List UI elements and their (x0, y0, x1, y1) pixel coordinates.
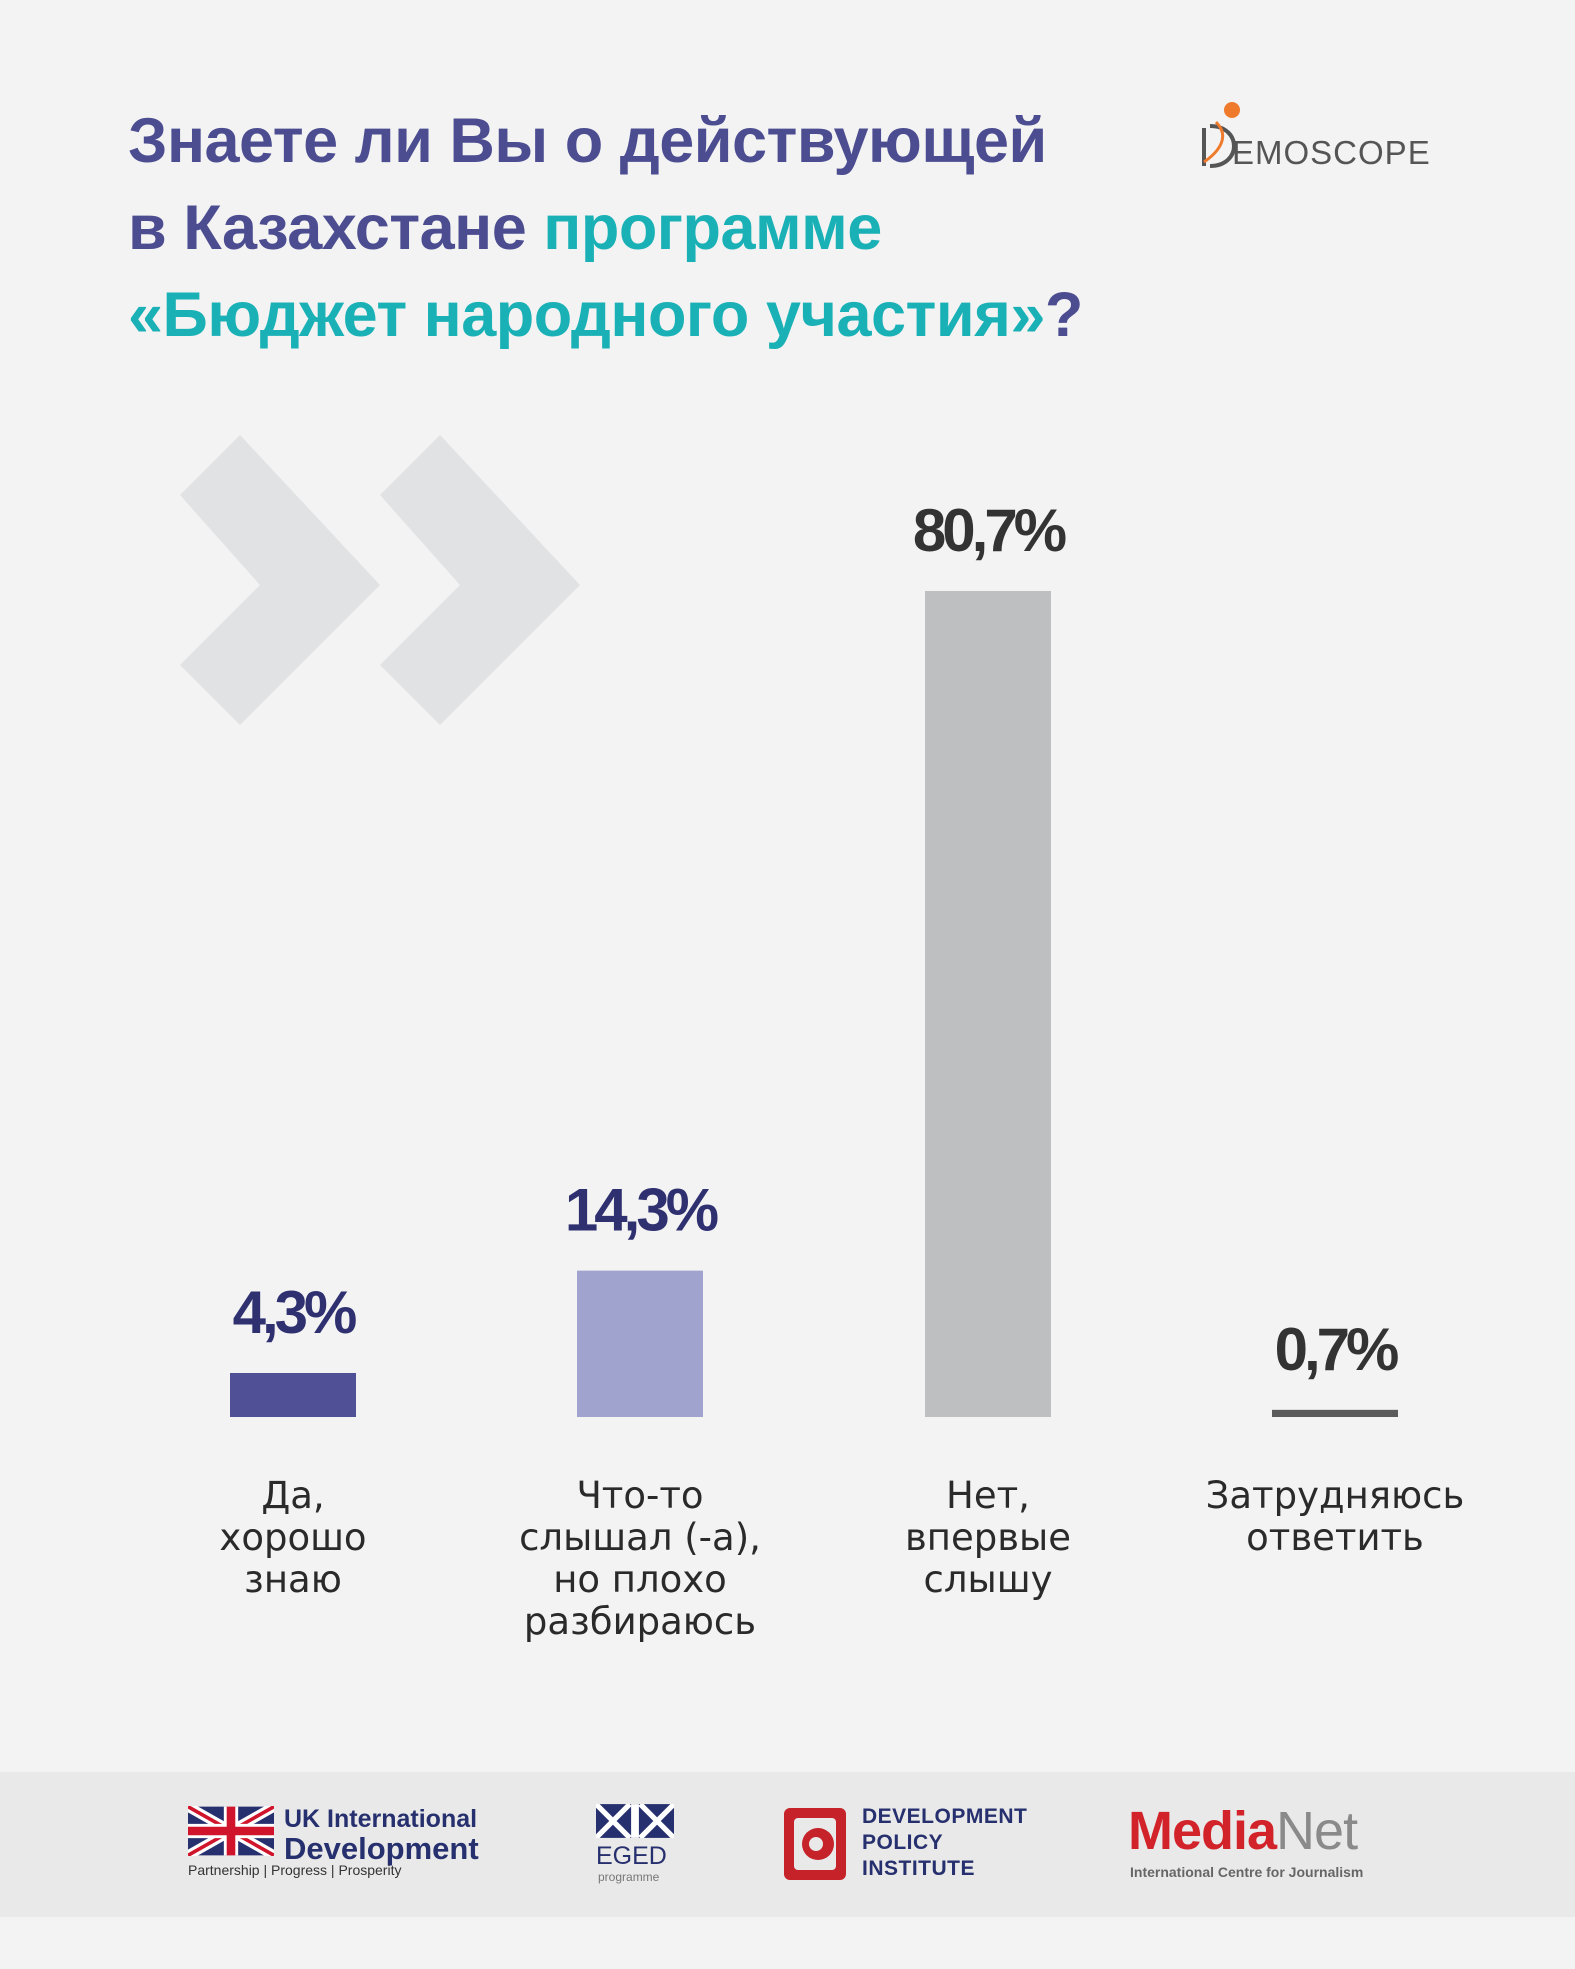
chevron-icon (380, 435, 580, 725)
medianet-name-media: Media (1128, 1801, 1277, 1861)
title-accent-2: «Бюджет народного участия» (128, 280, 1045, 350)
category-label-line: но плохо (553, 1558, 727, 1601)
dpi-line-3: INSTITUTE (862, 1857, 975, 1880)
category-label-line: Затрудняюсь (1206, 1474, 1465, 1517)
dpi-emblem-icon (784, 1808, 846, 1880)
medianet-sub: International Centre for Journalism (1130, 1864, 1364, 1880)
title-accent-1: программе (543, 193, 882, 263)
category-label-line: хорошо (219, 1516, 366, 1559)
demoscope-wordmark: EMOSCOPE (1232, 134, 1431, 171)
medianet-logo: MediaNet International Centre for Journa… (1128, 1800, 1418, 1890)
category-label-line: Нет, (946, 1474, 1030, 1517)
ukid-tagline: Partnership | Progress | Prosperity (188, 1862, 402, 1878)
category-label-3: Нет, впервые слышу (905, 1474, 1071, 1601)
bar-4 (1272, 1409, 1398, 1417)
category-label-line: Что-то (576, 1474, 703, 1517)
union-jack-icon (188, 1806, 274, 1856)
value-label-1: 4,3% (233, 1279, 356, 1346)
category-label-4: Затрудняюсь ответить (1206, 1474, 1465, 1559)
chevrons-decoration (180, 435, 580, 725)
dpi-name: DEVELOPMENT POLICY INSTITUTE (862, 1804, 1027, 1882)
bar-chart: 4,3% Да, хорошо знаю 14,3% Что-то слышал (-а),… (219, 497, 1465, 1643)
medianet-name-net: Net (1276, 1801, 1358, 1861)
uk-international-development-logo: UK International Development Partnership… (188, 1802, 488, 1892)
medianet-name: MediaNet (1128, 1800, 1358, 1862)
development-policy-institute-logo: DEVELOPMENT POLICY INSTITUTE (780, 1802, 1070, 1892)
eged-sub: programme (598, 1870, 660, 1884)
value-label-3: 80,7% (913, 497, 1066, 564)
value-label-2: 14,3% (565, 1177, 718, 1244)
category-label-line: разбираюсь (524, 1600, 756, 1643)
category-label-line: слышу (924, 1558, 1053, 1601)
bar-2 (577, 1270, 703, 1417)
bar-3 (925, 591, 1051, 1417)
eged-logo: EGED programme (594, 1804, 684, 1894)
title-question-mark: ? (1044, 280, 1083, 350)
dpi-line-2: POLICY (862, 1831, 944, 1854)
category-label-1: Да, хорошо знаю (219, 1474, 366, 1601)
category-label-line: знаю (244, 1558, 342, 1601)
ukid-name: UK International Development (284, 1804, 479, 1864)
ukid-line-2: Development (284, 1831, 479, 1866)
category-label-2: Что-то слышал (-а), но плохо разбираюсь (519, 1474, 761, 1643)
eged-name: EGED (596, 1842, 667, 1870)
category-label-line: ответить (1246, 1516, 1424, 1559)
bar-1 (230, 1372, 356, 1417)
dpi-line-1: DEVELOPMENT (862, 1805, 1028, 1828)
eged-flag-icon (596, 1804, 674, 1838)
category-label-line: Да, (261, 1474, 324, 1517)
title-line-1: Знаете ли Вы о действующей (128, 106, 1047, 176)
demoscope-emblem-icon (1202, 102, 1240, 168)
category-label-line: слышал (-а), (519, 1516, 761, 1559)
title-line-2: в Казахстане (128, 193, 544, 263)
category-label-line: впервые (905, 1516, 1071, 1559)
ukid-line-1: UK International (284, 1805, 478, 1833)
chart-title: Знаете ли Вы о действующей в Казахстане … (128, 98, 1188, 359)
partners-footer: UK International Development Partnership… (0, 1772, 1575, 1917)
chevron-icon (180, 435, 380, 725)
demoscope-logo: EMOSCOPE (1190, 96, 1450, 176)
value-label-4: 0,7% (1275, 1316, 1398, 1383)
